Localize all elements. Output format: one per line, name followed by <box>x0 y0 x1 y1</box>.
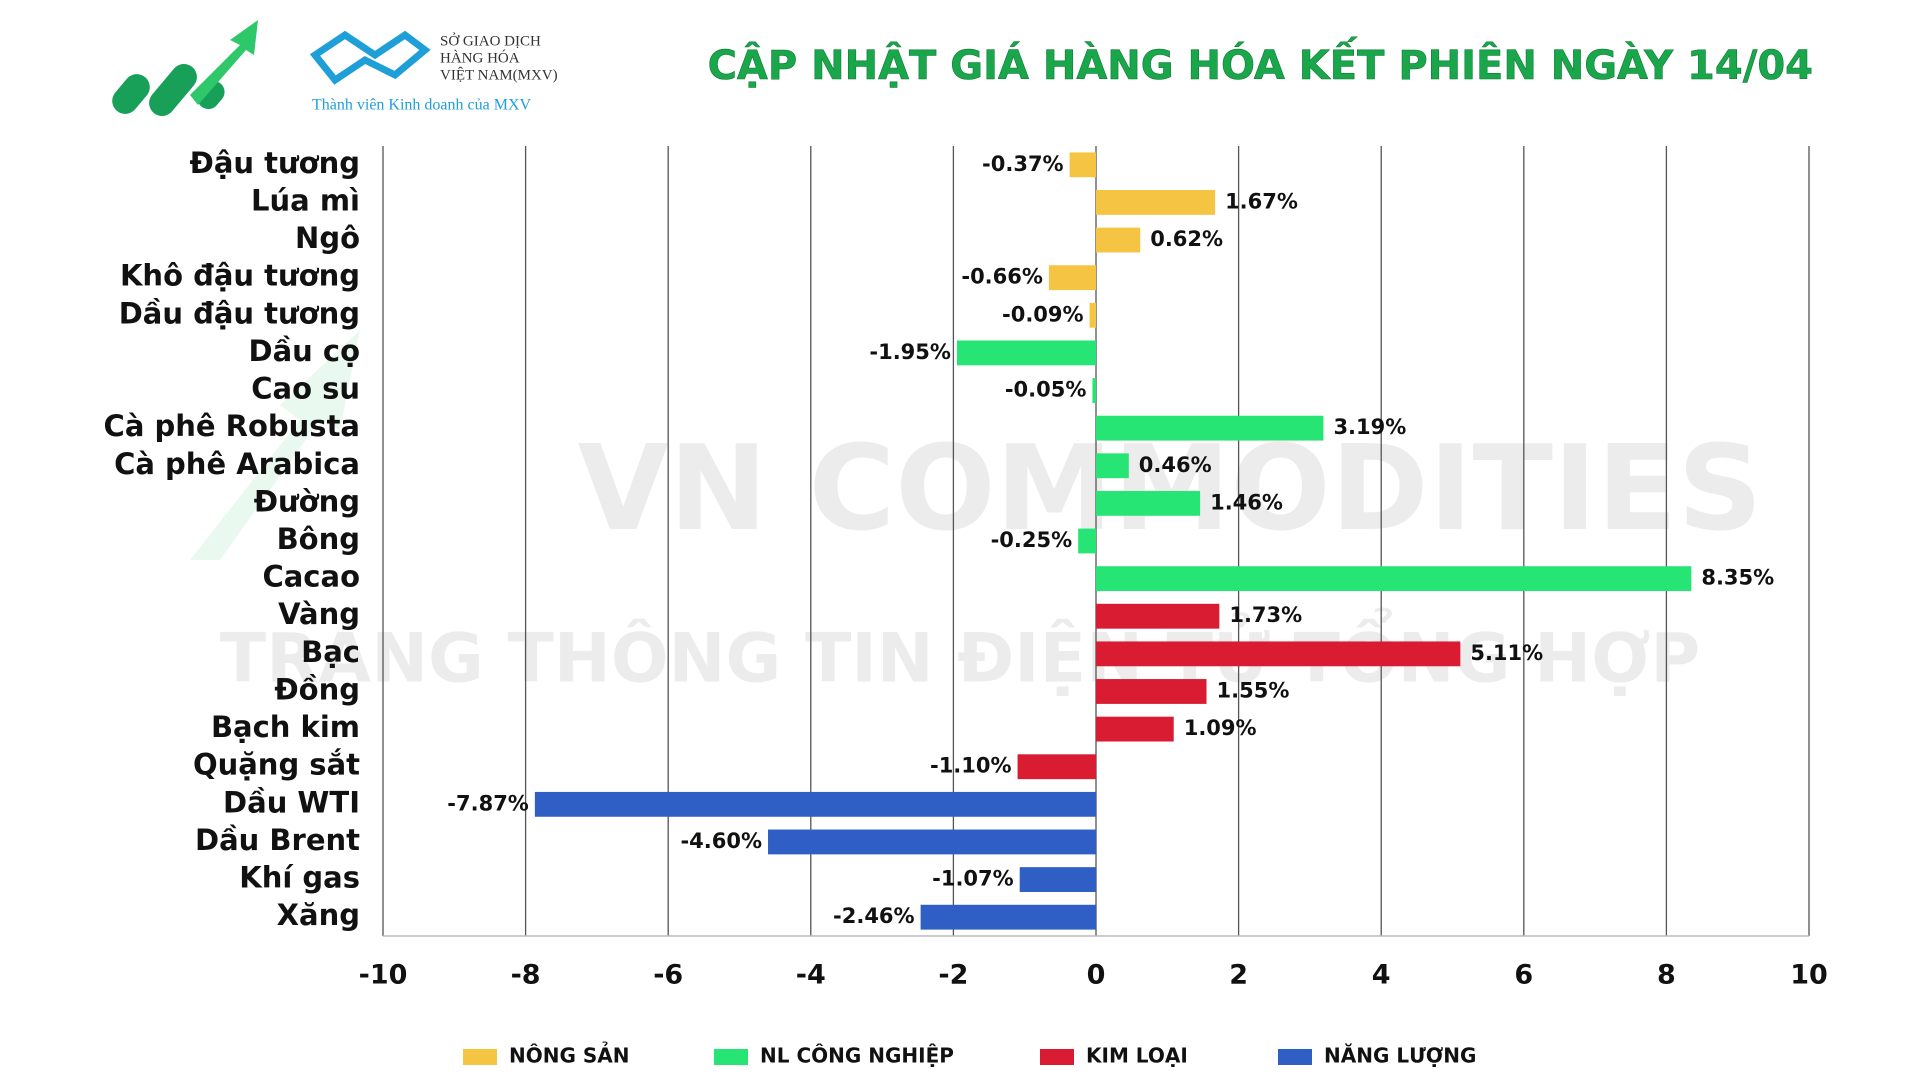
legend-label: KIM LOẠI <box>1086 1044 1188 1068</box>
watermark-logo <box>190 330 360 560</box>
y-tick-label: Ngô <box>295 221 360 255</box>
y-tick-label: Cacao <box>262 560 360 594</box>
value-label: 0.62% <box>1150 227 1223 251</box>
y-tick-label: Dầu Brent <box>195 823 360 857</box>
bar <box>768 829 1096 855</box>
y-tick-label: Đậu tương <box>190 146 360 180</box>
value-label: -0.25% <box>991 528 1073 552</box>
bar <box>956 340 1096 366</box>
bar <box>1096 490 1201 516</box>
x-tick-label: 0 <box>1087 960 1106 991</box>
legend-swatch <box>463 1049 497 1065</box>
bar <box>1048 265 1096 291</box>
bar <box>1069 152 1096 178</box>
bar <box>1096 679 1207 704</box>
value-label: -2.46% <box>833 904 915 928</box>
y-tick-label: Bạch kim <box>211 710 360 744</box>
y-tick-label: Quặng sắt <box>193 748 360 782</box>
y-tick-label: Dầu WTI <box>223 785 360 819</box>
bar <box>1019 867 1096 892</box>
y-tick-label: Cà phê Robusta <box>104 409 360 443</box>
x-tick-label: 4 <box>1372 960 1391 991</box>
exchange-name-1: SỞ GIAO DỊCH <box>440 32 541 49</box>
bar <box>1096 453 1129 479</box>
legend-label: NÔNG SẢN <box>509 1043 629 1068</box>
x-tick-label: 8 <box>1657 960 1676 991</box>
bar <box>1078 528 1096 554</box>
bar <box>1096 190 1216 215</box>
bar <box>1096 603 1220 629</box>
value-label: 0.46% <box>1139 453 1212 477</box>
bar <box>1096 415 1324 441</box>
value-label: 1.46% <box>1210 490 1283 514</box>
x-tick-label: -8 <box>511 960 541 991</box>
x-tick-label: -6 <box>653 960 683 991</box>
value-label: -4.60% <box>680 829 762 853</box>
bar <box>920 904 1096 930</box>
value-label: -7.87% <box>447 791 529 815</box>
value-label: -0.05% <box>1005 378 1087 402</box>
exchange-name-2: HÀNG HÓA <box>440 49 520 66</box>
value-label: 8.35% <box>1701 566 1774 590</box>
y-tick-label: Cao su <box>251 372 360 406</box>
logo-arrow <box>190 20 258 105</box>
y-tick-label: Vàng <box>278 597 360 631</box>
x-tick-label: 10 <box>1790 960 1828 991</box>
logo-shape <box>112 74 150 114</box>
value-label: 1.67% <box>1225 189 1298 213</box>
value-label: 5.11% <box>1470 641 1543 665</box>
value-label: -0.66% <box>961 265 1043 289</box>
value-label: 3.19% <box>1333 415 1406 439</box>
bar <box>534 791 1096 817</box>
bar <box>1096 641 1461 667</box>
value-label: -1.07% <box>932 867 1014 891</box>
y-tick-label: Cà phê Arabica <box>114 447 360 481</box>
y-tick-label: Lúa mì <box>251 183 360 217</box>
y-tick-label: Đồng <box>274 672 360 706</box>
bar <box>1096 227 1141 253</box>
y-tick-label: Bông <box>277 522 360 556</box>
value-label: -1.95% <box>869 340 951 364</box>
y-tick-label: Khô đậu tương <box>120 259 360 293</box>
value-label: -0.37% <box>982 152 1064 176</box>
y-tick-label: Dầu cọ <box>249 334 361 368</box>
y-tick-label: Khí gas <box>239 861 360 895</box>
chart-title: CẬP NHẬT GIÁ HÀNG HÓA KẾT PHIÊN NGÀY 14/… <box>708 35 1813 89</box>
legend-label: NĂNG LƯỢNG <box>1324 1044 1476 1068</box>
x-tick-label: 2 <box>1229 960 1248 991</box>
value-label: -1.10% <box>930 754 1012 778</box>
bar <box>1096 566 1692 592</box>
bar <box>1017 754 1096 780</box>
legend-swatch <box>1040 1049 1074 1065</box>
logo: SỞ GIAO DỊCH HÀNG HÓA VIỆT NAM(MXV) Thàn… <box>112 20 558 117</box>
y-tick-label: Đường <box>254 484 360 518</box>
x-tick-label: 6 <box>1514 960 1533 991</box>
logo-shape <box>149 63 197 117</box>
exchange-subtitle: Thành viên Kinh doanh của MXV <box>312 97 532 114</box>
legend-swatch <box>1278 1049 1312 1065</box>
mxv-logo <box>309 30 431 85</box>
y-tick-label: Bạc <box>301 635 360 669</box>
legend-swatch <box>714 1049 748 1065</box>
x-tick-label: -4 <box>796 960 826 991</box>
value-label: 1.55% <box>1217 678 1290 702</box>
bar <box>1096 716 1174 742</box>
bar <box>1089 302 1096 328</box>
watermark: VN COMMODITIES <box>577 419 1762 557</box>
x-tick-label: -10 <box>359 960 408 991</box>
exchange-name-3: VIỆT NAM(MXV) <box>440 66 558 83</box>
value-label: 1.73% <box>1229 603 1302 627</box>
value-label: 1.09% <box>1184 716 1257 740</box>
value-label: -0.09% <box>1002 302 1084 326</box>
bar <box>1092 378 1096 403</box>
y-tick-label: Xăng <box>277 898 360 932</box>
x-tick-label: -2 <box>938 960 968 991</box>
y-tick-label: Dầu đậu tương <box>119 296 360 330</box>
legend-label: NL CÔNG NGHIỆP <box>760 1044 954 1068</box>
